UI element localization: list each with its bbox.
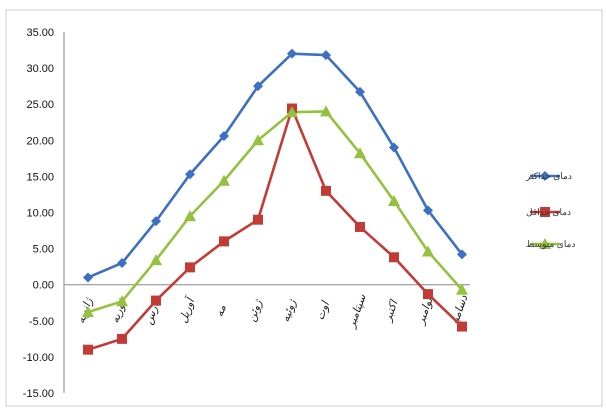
series-1-point — [117, 258, 127, 269]
series-3-point — [320, 105, 332, 117]
legend-label: دمای حداقل — [526, 207, 571, 217]
series-2-point — [83, 344, 93, 355]
y-tick-label: 15.00 — [26, 171, 54, 183]
y-tick-label: 10.00 — [26, 208, 54, 220]
series-3-point — [116, 295, 128, 307]
series-3-point — [184, 210, 196, 222]
series-1-point — [151, 216, 161, 227]
y-tick-label: -10.00 — [23, 352, 54, 364]
series-2-point — [321, 185, 331, 196]
y-tick-label: -15.00 — [23, 388, 54, 400]
series-markers — [82, 48, 468, 355]
series-lines — [87, 52, 464, 351]
series-1-point — [457, 249, 467, 260]
plot-border — [5, 9, 603, 407]
series-2-point — [151, 295, 161, 306]
series-1-point — [185, 169, 195, 180]
y-tick-label: 30.00 — [26, 63, 54, 75]
series-1-point — [219, 130, 229, 141]
y-tick-label: 5.00 — [33, 244, 54, 256]
legend-label: دمای متوسط — [526, 239, 575, 250]
series-3-point — [218, 174, 230, 186]
legend-marker-3 — [539, 238, 551, 249]
series-3-point — [82, 306, 94, 318]
y-tick-label: -5.00 — [29, 316, 54, 328]
legend-marker-1 — [540, 171, 550, 181]
series-1-point — [321, 50, 331, 61]
series-1-point — [287, 48, 297, 59]
series-2-point — [219, 236, 229, 247]
legend: دمای حداکثر دمای حداقل دمای متوسط — [525, 171, 575, 250]
series-line-3 — [87, 110, 463, 314]
series-3-point — [456, 283, 468, 295]
y-tick-label: 25.00 — [26, 99, 54, 111]
series-1-point — [389, 142, 399, 153]
x-tick-label: مه — [214, 303, 229, 318]
series-2-point — [423, 289, 433, 300]
series-2-point — [457, 321, 467, 332]
series-3-point — [354, 147, 366, 159]
legend-marker-2 — [540, 207, 550, 217]
series-3-point — [388, 194, 400, 206]
y-tick-label: 20.00 — [26, 135, 54, 147]
y-tick-label: 0.00 — [33, 280, 54, 292]
series-2-point — [185, 262, 195, 273]
series-2-point — [117, 333, 127, 344]
series-3-point — [286, 106, 298, 118]
series-1-point — [423, 205, 433, 216]
series-1-point — [355, 86, 365, 97]
series-3-point — [422, 245, 434, 257]
series-2-point — [355, 221, 365, 232]
series-3-point — [252, 134, 264, 146]
y-axis: 35.00 30.00 25.00 20.00 15.00 10.00 5.00 0.00 -5… — [23, 27, 470, 400]
y-tick-label: 35.00 — [26, 27, 54, 39]
series-1-point — [253, 81, 263, 92]
series-3-point — [150, 254, 162, 266]
series-line-2 — [87, 107, 463, 351]
series-line-1 — [87, 52, 464, 279]
series-2-point — [389, 252, 399, 263]
legend-label: دمای حداکثر — [525, 171, 572, 182]
series-1-point — [83, 272, 93, 283]
series-2-point — [253, 214, 263, 225]
